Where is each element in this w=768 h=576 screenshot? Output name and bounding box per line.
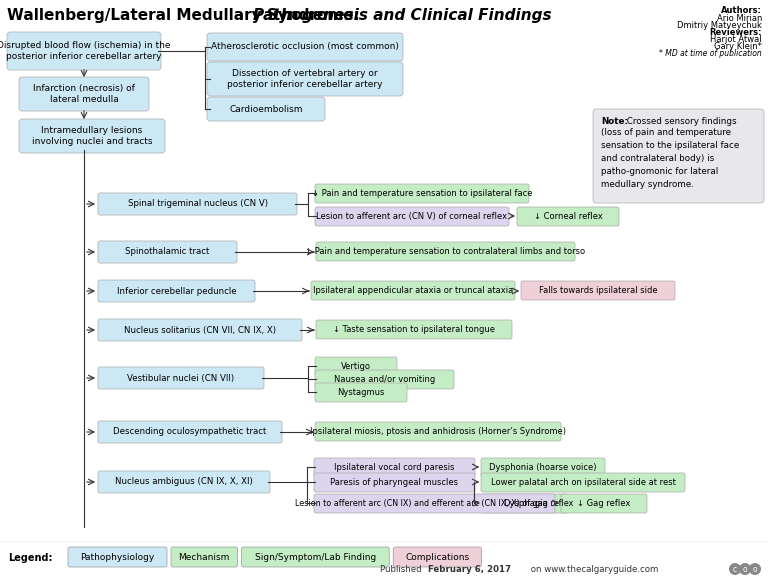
FancyBboxPatch shape: [98, 280, 255, 302]
FancyBboxPatch shape: [561, 494, 647, 513]
FancyBboxPatch shape: [315, 383, 407, 402]
FancyBboxPatch shape: [521, 281, 675, 300]
Text: Lower palatal arch on ipsilateral side at rest: Lower palatal arch on ipsilateral side a…: [491, 478, 675, 487]
Text: and contralateral body) is: and contralateral body) is: [601, 154, 714, 163]
Text: Sign/Symptom/Lab Finding: Sign/Symptom/Lab Finding: [255, 552, 376, 562]
FancyBboxPatch shape: [19, 119, 165, 153]
FancyBboxPatch shape: [481, 458, 605, 477]
Text: Legend:: Legend:: [8, 553, 52, 563]
Text: Dysphagia: Dysphagia: [503, 499, 548, 508]
Circle shape: [749, 563, 761, 575]
Text: Dissection of vertebral artery or
posterior inferior cerebellar artery: Dissection of vertebral artery or poster…: [227, 69, 382, 89]
Text: ↓ Taste sensation to ipsilateral tongue: ↓ Taste sensation to ipsilateral tongue: [333, 325, 495, 334]
Text: Paresis of pharyngeal muscles: Paresis of pharyngeal muscles: [330, 478, 458, 487]
Text: sensation to the ipsilateral face: sensation to the ipsilateral face: [601, 141, 740, 150]
FancyBboxPatch shape: [207, 97, 325, 121]
Text: Ario Mirian: Ario Mirian: [717, 14, 762, 23]
Text: Ipsilateral miosis, ptosis and anhidrosis (Horner’s Syndrome): Ipsilateral miosis, ptosis and anhidrosi…: [310, 427, 566, 436]
FancyBboxPatch shape: [98, 367, 264, 389]
Text: Nausea and/or vomiting: Nausea and/or vomiting: [334, 375, 435, 384]
Text: Vestibular nuclei (CN VII): Vestibular nuclei (CN VII): [127, 373, 234, 382]
Circle shape: [729, 563, 741, 575]
Text: Falls towards ipsilateral side: Falls towards ipsilateral side: [538, 286, 657, 295]
Text: Disrupted blood flow (ischemia) in the
posterior inferior cerebellar artery: Disrupted blood flow (ischemia) in the p…: [0, 41, 170, 60]
Text: Pathophysiology: Pathophysiology: [81, 552, 154, 562]
Text: o: o: [753, 564, 757, 574]
FancyBboxPatch shape: [393, 547, 482, 567]
Text: Inferior cerebellar peduncle: Inferior cerebellar peduncle: [117, 286, 237, 295]
Text: Lesion to afferent arc (CN V) of corneal reflex: Lesion to afferent arc (CN V) of corneal…: [316, 212, 508, 221]
Text: Pathogenesis and Clinical Findings: Pathogenesis and Clinical Findings: [253, 8, 551, 23]
FancyBboxPatch shape: [7, 32, 161, 70]
FancyBboxPatch shape: [315, 422, 561, 441]
Text: Infarction (necrosis) of
lateral medulla: Infarction (necrosis) of lateral medulla: [33, 84, 135, 104]
Text: Dmitriy Matveychuk: Dmitriy Matveychuk: [677, 21, 762, 30]
Text: Intramedullary lesions
involving nuclei and tracts: Intramedullary lesions involving nuclei …: [31, 126, 152, 146]
Text: ↓ Pain and temperature sensation to contralateral limbs and torso: ↓ Pain and temperature sensation to cont…: [306, 247, 585, 256]
FancyBboxPatch shape: [98, 193, 297, 215]
Text: patho-gnomonic for lateral: patho-gnomonic for lateral: [601, 167, 718, 176]
Text: Descending oculosympathetic tract: Descending oculosympathetic tract: [114, 427, 266, 437]
Text: Reviewers:: Reviewers:: [710, 28, 762, 37]
Text: Vertigo: Vertigo: [341, 362, 371, 371]
FancyBboxPatch shape: [316, 320, 512, 339]
FancyBboxPatch shape: [593, 109, 764, 203]
Text: Harjot Atwal: Harjot Atwal: [710, 35, 762, 44]
FancyBboxPatch shape: [481, 473, 685, 492]
Text: Mechanism: Mechanism: [179, 552, 230, 562]
Text: Note:: Note:: [601, 117, 628, 126]
FancyBboxPatch shape: [0, 542, 768, 576]
Text: Ipsilateral appendicular ataxia or truncal ataxia: Ipsilateral appendicular ataxia or trunc…: [313, 286, 513, 295]
Text: Cardioembolism: Cardioembolism: [230, 104, 303, 113]
Text: c: c: [733, 564, 737, 574]
FancyBboxPatch shape: [68, 547, 167, 567]
Text: Spinal trigeminal nucleus (CN V): Spinal trigeminal nucleus (CN V): [127, 199, 267, 209]
Text: Ipsilateral vocal cord paresis: Ipsilateral vocal cord paresis: [334, 463, 455, 472]
Text: Crossed sensory findings: Crossed sensory findings: [624, 117, 737, 126]
Text: ↓ Pain and temperature sensation to ipsilateral face: ↓ Pain and temperature sensation to ipsi…: [312, 189, 532, 198]
FancyBboxPatch shape: [98, 421, 282, 443]
Text: Nucleus ambiguus (CN IX, X, XI): Nucleus ambiguus (CN IX, X, XI): [115, 478, 253, 487]
FancyBboxPatch shape: [316, 242, 575, 261]
FancyBboxPatch shape: [19, 77, 149, 111]
Text: ↓ Corneal reflex: ↓ Corneal reflex: [534, 212, 602, 221]
FancyBboxPatch shape: [207, 33, 403, 61]
Text: medullary syndrome.: medullary syndrome.: [601, 180, 694, 189]
Text: Gary Klein*: Gary Klein*: [714, 42, 762, 51]
Text: February 6, 2017: February 6, 2017: [428, 564, 511, 574]
FancyBboxPatch shape: [98, 471, 270, 493]
FancyBboxPatch shape: [315, 184, 529, 203]
FancyBboxPatch shape: [517, 207, 619, 226]
FancyBboxPatch shape: [311, 281, 515, 300]
FancyBboxPatch shape: [315, 207, 509, 226]
FancyBboxPatch shape: [207, 62, 403, 96]
Text: ↓ Gag reflex: ↓ Gag reflex: [578, 499, 631, 508]
Text: Lesion to afferent arc (CN IX) and efferent arc (CN IX, X) of gag reflex: Lesion to afferent arc (CN IX) and effer…: [296, 499, 574, 508]
Circle shape: [739, 563, 751, 575]
Text: Wallenberg/Lateral Medullary Syndrome:: Wallenberg/Lateral Medullary Syndrome:: [7, 8, 365, 23]
FancyBboxPatch shape: [315, 370, 454, 389]
Text: Nucleus solitarius (CN VII, CN IX, X): Nucleus solitarius (CN VII, CN IX, X): [124, 325, 276, 335]
Text: (loss of pain and temperature: (loss of pain and temperature: [601, 128, 731, 137]
Text: Published: Published: [380, 564, 425, 574]
FancyBboxPatch shape: [315, 357, 397, 376]
FancyBboxPatch shape: [482, 494, 568, 513]
Text: on www.thecalgaryguide.com: on www.thecalgaryguide.com: [528, 564, 658, 574]
FancyBboxPatch shape: [242, 547, 389, 567]
Text: Spinothalamic tract: Spinothalamic tract: [125, 248, 210, 256]
FancyBboxPatch shape: [314, 458, 475, 477]
FancyBboxPatch shape: [171, 547, 237, 567]
Text: Authors:: Authors:: [721, 6, 762, 15]
Text: Dysphonia (hoarse voice): Dysphonia (hoarse voice): [489, 463, 597, 472]
FancyBboxPatch shape: [314, 494, 555, 513]
Text: * MD at time of publication: * MD at time of publication: [659, 49, 762, 58]
FancyBboxPatch shape: [98, 319, 302, 341]
FancyBboxPatch shape: [98, 241, 237, 263]
Text: Complications: Complications: [406, 552, 469, 562]
Text: o: o: [743, 564, 747, 574]
FancyBboxPatch shape: [314, 473, 475, 492]
Text: Atherosclerotic occlusion (most common): Atherosclerotic occlusion (most common): [211, 43, 399, 51]
Text: Nystagmus: Nystagmus: [337, 388, 385, 397]
